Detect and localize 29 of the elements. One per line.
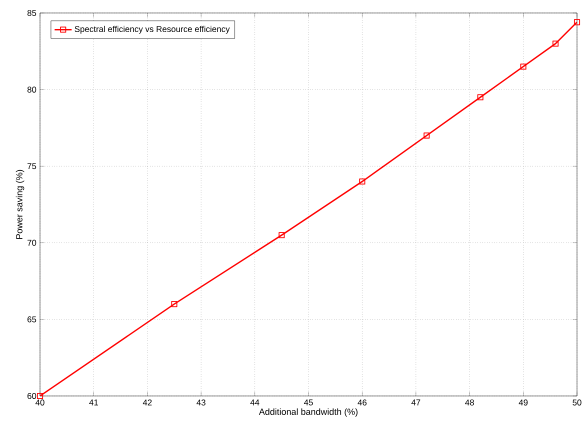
point	[520, 64, 526, 70]
x-axis-title: Additional bandwidth (%)	[258, 408, 358, 417]
point	[36, 392, 44, 400]
point	[171, 301, 178, 308]
point	[359, 178, 366, 185]
y-tick-label: 75	[28, 163, 36, 170]
y-tick-label: 60	[28, 392, 36, 399]
y-tick-label: 65	[28, 316, 36, 322]
x-tick-label: 47	[411, 400, 420, 406]
x-tick-label: 50	[572, 400, 582, 406]
legend-label: Spectral efficiency vs Resource efficiency	[74, 26, 230, 34]
x-tick-label: 43	[196, 400, 206, 406]
x-tick-label: 41	[89, 400, 98, 406]
point	[278, 232, 285, 238]
y-tick-label: 70	[28, 240, 36, 246]
x-tick-label: 40	[35, 400, 44, 406]
x-tick-label: 48	[465, 400, 474, 406]
x-tick-label: 42	[142, 400, 152, 406]
x-tick-label: 45	[304, 400, 313, 406]
x-tick-label: 49	[518, 400, 528, 406]
point	[424, 132, 430, 139]
point	[574, 19, 580, 26]
x-tick-label: 44	[250, 400, 260, 406]
point	[477, 94, 484, 100]
point	[552, 40, 559, 47]
x-tick-label: 46	[358, 400, 367, 406]
y-axis-title: Power saving (%)	[16, 170, 24, 239]
y-tick-label: 85	[27, 10, 36, 16]
y-tick-label: 80	[27, 86, 36, 93]
